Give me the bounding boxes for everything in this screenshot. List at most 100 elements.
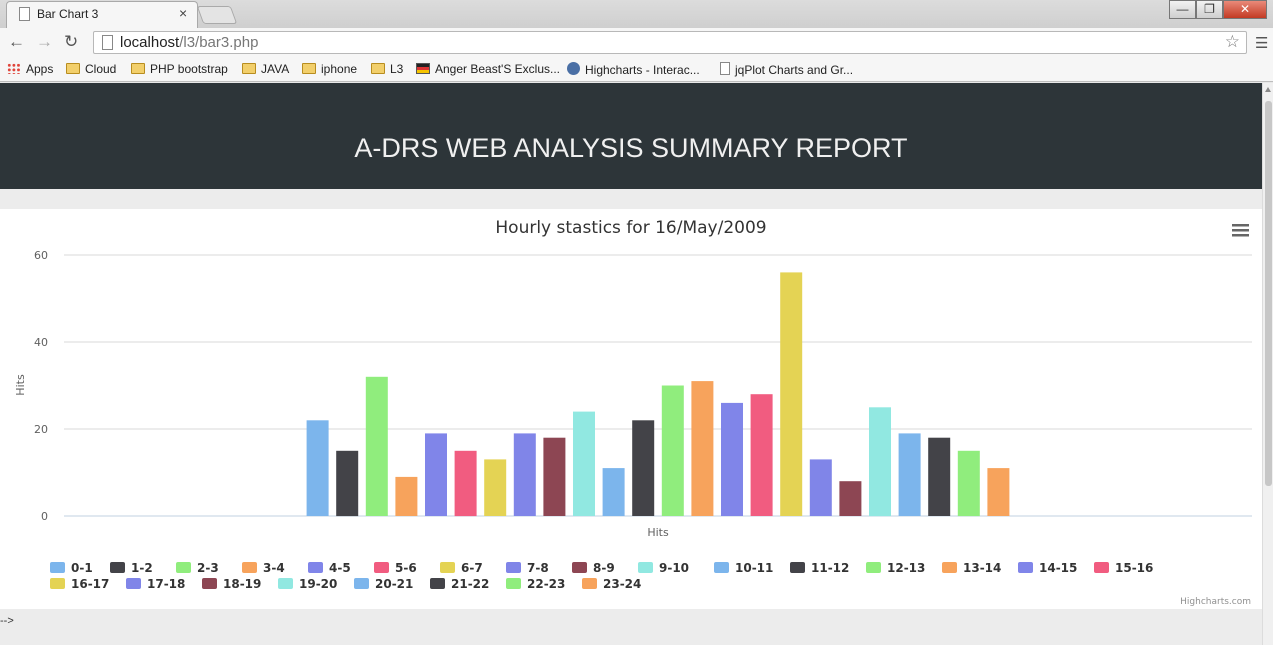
legend-swatch bbox=[126, 578, 141, 589]
bar-5-6[interactable] bbox=[454, 450, 477, 517]
bar-4-5[interactable] bbox=[425, 433, 447, 516]
legend-item-21-22[interactable]: 21-22 bbox=[430, 577, 489, 591]
bookmark-apps[interactable]: Apps bbox=[7, 62, 53, 76]
bookmark-anger-beast[interactable]: Anger Beast'S Exclus... bbox=[416, 62, 560, 76]
bar-2-3[interactable] bbox=[365, 376, 388, 516]
legend-label: 16-17 bbox=[71, 577, 109, 591]
bar-9-10[interactable] bbox=[573, 411, 595, 516]
legend-item-1-2[interactable]: 1-2 bbox=[110, 561, 153, 575]
legend-label: 11-12 bbox=[811, 561, 849, 575]
new-tab-button[interactable] bbox=[196, 6, 238, 24]
legend-swatch bbox=[50, 562, 65, 573]
browser-menu-icon[interactable]: ☰ bbox=[1255, 35, 1269, 52]
bar-series bbox=[306, 272, 1010, 517]
bookmark-highcharts[interactable]: Highcharts - Interac... bbox=[567, 62, 700, 77]
page-icon bbox=[19, 7, 30, 21]
bookmark-iphone[interactable]: iphone bbox=[302, 62, 357, 76]
legend-item-22-23[interactable]: 22-23 bbox=[506, 577, 565, 591]
page-title: A-DRS WEB ANALYSIS SUMMARY REPORT bbox=[354, 133, 908, 163]
legend-item-13-14[interactable]: 13-14 bbox=[942, 561, 1001, 575]
bar-7-8[interactable] bbox=[513, 433, 536, 516]
bar-22-23[interactable] bbox=[957, 450, 980, 517]
legend-item-19-20[interactable]: 19-20 bbox=[278, 577, 337, 591]
legend-item-20-21[interactable]: 20-21 bbox=[354, 577, 413, 591]
minimize-button[interactable]: — bbox=[1169, 0, 1196, 19]
legend-swatch bbox=[790, 562, 805, 573]
reload-icon[interactable]: ↻ bbox=[64, 32, 79, 51]
legend-label: 13-14 bbox=[963, 561, 1001, 575]
bookmark-cloud[interactable]: Cloud bbox=[66, 62, 116, 76]
tab-title: Bar Chart 3 bbox=[37, 7, 99, 21]
legend-item-16-17[interactable]: 16-17 bbox=[50, 577, 109, 591]
legend-item-5-6[interactable]: 5-6 bbox=[374, 561, 417, 575]
legend-item-17-18[interactable]: 17-18 bbox=[126, 577, 185, 591]
chart-container: Hourly stastics for 16/May/2009 0 20 40 60 … bbox=[0, 209, 1262, 609]
legend-item-23-24[interactable]: 23-24 bbox=[582, 577, 641, 591]
page-scrollbar[interactable] bbox=[1262, 83, 1273, 645]
bar-13-14[interactable] bbox=[691, 381, 714, 516]
legend-label: 1-2 bbox=[131, 561, 153, 575]
bar-17-18[interactable] bbox=[809, 459, 832, 516]
bookmark-star-icon[interactable]: ☆ bbox=[1224, 32, 1240, 51]
legend-item-0-1[interactable]: 0-1 bbox=[50, 561, 93, 575]
bar-20-21[interactable] bbox=[898, 433, 921, 516]
legend-item-6-7[interactable]: 6-7 bbox=[440, 561, 483, 575]
bar-10-11[interactable] bbox=[602, 468, 625, 516]
legend-item-15-16[interactable]: 15-16 bbox=[1094, 561, 1153, 575]
bar-0-1[interactable] bbox=[306, 420, 329, 516]
legend-swatch bbox=[176, 562, 191, 573]
legend-item-10-11[interactable]: 10-11 bbox=[714, 561, 773, 575]
bar-16-17[interactable] bbox=[780, 272, 803, 516]
folder-icon bbox=[371, 63, 385, 74]
bar-6-7[interactable] bbox=[484, 459, 507, 516]
bar-3-4[interactable] bbox=[395, 476, 418, 516]
legend-item-3-4[interactable]: 3-4 bbox=[242, 561, 285, 575]
close-window-button[interactable]: ✕ bbox=[1223, 0, 1267, 19]
back-arrow-icon[interactable]: ← bbox=[8, 32, 25, 51]
legend-item-12-13[interactable]: 12-13 bbox=[866, 561, 925, 575]
bar-19-20[interactable] bbox=[869, 407, 891, 517]
page-content: A-DRS WEB ANALYSIS SUMMARY REPORT Hourly… bbox=[0, 83, 1262, 645]
bar-12-13[interactable] bbox=[661, 385, 684, 517]
context-menu-icon[interactable] bbox=[1232, 224, 1249, 237]
bar-23-24[interactable] bbox=[987, 468, 1010, 516]
bookmark-java[interactable]: JAVA bbox=[242, 62, 289, 76]
bookmark-php-bootstrap[interactable]: PHP bootstrap bbox=[131, 62, 228, 76]
legend-swatch bbox=[308, 562, 323, 573]
legend-item-11-12[interactable]: 11-12 bbox=[790, 561, 849, 575]
bar-21-22[interactable] bbox=[928, 437, 951, 516]
legend-label: 22-23 bbox=[527, 577, 565, 591]
maximize-button[interactable]: ❐ bbox=[1196, 0, 1223, 19]
bookmark-label: L3 bbox=[390, 62, 404, 76]
bar-8-9[interactable] bbox=[543, 437, 566, 516]
bookmark-l3[interactable]: L3 bbox=[371, 62, 403, 76]
legend-item-4-5[interactable]: 4-5 bbox=[308, 561, 351, 575]
bar-14-15[interactable] bbox=[721, 402, 743, 516]
legend-item-8-9[interactable]: 8-9 bbox=[572, 561, 615, 575]
bar-18-19[interactable] bbox=[839, 481, 862, 516]
scroll-up-arrow-icon[interactable] bbox=[1265, 87, 1271, 92]
chart-credits[interactable]: Highcharts.com bbox=[1180, 597, 1251, 607]
forward-arrow-icon[interactable]: → bbox=[36, 32, 53, 51]
bar-15-16[interactable] bbox=[750, 394, 773, 516]
legend-item-9-10[interactable]: 9-10 bbox=[638, 561, 689, 575]
scroll-thumb[interactable] bbox=[1265, 101, 1272, 486]
bar-11-12[interactable] bbox=[632, 420, 655, 516]
browser-tab[interactable]: Bar Chart 3 × bbox=[6, 1, 198, 28]
legend-swatch bbox=[440, 562, 455, 573]
legend-item-2-3[interactable]: 2-3 bbox=[176, 561, 219, 575]
address-bar[interactable]: localhost/l3/bar3.php ☆ bbox=[93, 31, 1247, 54]
trailing-text: --> bbox=[0, 615, 14, 627]
legend-item-18-19[interactable]: 18-19 bbox=[202, 577, 261, 591]
flag-icon bbox=[416, 63, 430, 74]
legend-item-7-8[interactable]: 7-8 bbox=[506, 561, 549, 575]
tab-close-icon[interactable]: × bbox=[179, 5, 188, 21]
legend-label: 23-24 bbox=[603, 577, 641, 591]
legend-label: 2-3 bbox=[197, 561, 219, 575]
folder-icon bbox=[66, 63, 80, 74]
bar-1-2[interactable] bbox=[336, 450, 359, 517]
legend-label: 0-1 bbox=[71, 561, 93, 575]
bookmark-jqplot[interactable]: jqPlot Charts and Gr... bbox=[720, 62, 853, 77]
legend-item-14-15[interactable]: 14-15 bbox=[1018, 561, 1077, 575]
folder-icon bbox=[302, 63, 316, 74]
